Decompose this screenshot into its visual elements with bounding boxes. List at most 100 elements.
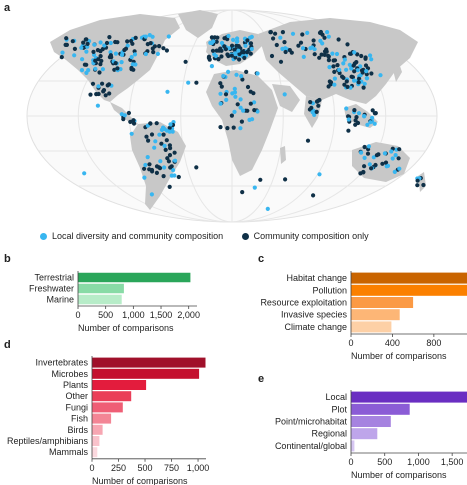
site-point-community <box>59 55 64 60</box>
site-point-community <box>81 40 86 45</box>
site-point-community <box>148 41 153 46</box>
legend-dot-community <box>241 232 249 240</box>
site-point-local <box>359 150 364 155</box>
site-point-local <box>93 66 98 71</box>
landmass-greenland <box>178 10 218 38</box>
site-point-local <box>344 67 349 72</box>
site-point-community <box>176 174 181 180</box>
x-axis-label: Number of comparisons <box>351 351 447 361</box>
site-point-community <box>369 71 374 76</box>
site-point-local <box>326 34 331 39</box>
site-point-community <box>159 141 164 146</box>
site-point-local <box>218 91 223 96</box>
site-point-community <box>355 52 360 57</box>
site-point-community <box>164 48 169 53</box>
site-point-community <box>167 184 172 189</box>
site-point-local <box>166 34 171 39</box>
site-point-local <box>368 53 373 58</box>
site-point-community <box>126 110 131 116</box>
site-point-community <box>210 48 216 53</box>
site-point-local <box>211 39 216 44</box>
bar-d-microbes <box>92 368 200 379</box>
category-label: Point/microhabitat <box>275 417 348 427</box>
site-point-local <box>133 62 138 67</box>
site-point-community <box>311 38 316 43</box>
site-point-local <box>168 122 173 127</box>
site-point-community <box>328 80 334 85</box>
site-point-local <box>72 53 77 58</box>
site-point-community <box>268 29 273 35</box>
site-point-local <box>389 149 394 154</box>
site-point-community <box>324 47 329 52</box>
site-point-community <box>233 55 238 60</box>
bar-c-invasive-species <box>351 309 400 321</box>
site-point-community <box>161 132 166 137</box>
site-point-community <box>331 64 336 69</box>
site-point-community <box>354 115 359 120</box>
landmass-asia <box>258 18 418 104</box>
site-point-local <box>327 65 332 70</box>
site-point-community <box>101 89 106 94</box>
site-point-local <box>60 50 65 55</box>
x-tick-label: 250 <box>111 463 126 473</box>
site-point-community <box>308 100 313 105</box>
site-point-community <box>107 91 112 96</box>
site-point-community <box>104 40 110 46</box>
site-point-community <box>357 76 362 81</box>
site-point-local <box>233 51 238 56</box>
site-point-community <box>242 55 247 61</box>
site-point-community <box>147 162 152 167</box>
site-point-local <box>165 89 170 94</box>
site-point-community <box>237 51 242 57</box>
site-point-local <box>332 76 337 81</box>
site-point-local <box>372 121 377 126</box>
site-point-local <box>346 117 351 122</box>
site-point-local <box>352 78 357 83</box>
bar-d-fungi <box>92 402 123 413</box>
site-point-community <box>305 138 311 143</box>
site-point-community <box>121 117 126 122</box>
site-point-local <box>325 29 330 35</box>
site-point-local <box>362 155 367 160</box>
site-point-community <box>342 82 347 87</box>
site-point-local <box>186 80 191 85</box>
category-label: Pollution <box>312 285 347 295</box>
site-point-community <box>352 108 357 113</box>
map-legend: Local diversity and community compositio… <box>40 231 460 242</box>
site-point-community <box>360 70 365 75</box>
site-point-community <box>237 57 242 62</box>
site-point-local <box>171 168 176 173</box>
site-point-community <box>316 103 321 108</box>
site-point-community <box>359 53 364 59</box>
panel-label-b: b <box>4 253 11 265</box>
landmass-madagascar <box>280 146 286 164</box>
site-point-local <box>356 111 362 116</box>
site-point-community <box>317 55 322 60</box>
site-point-community <box>245 50 250 55</box>
site-point-community <box>239 119 244 124</box>
x-tick-label: 750 <box>164 463 179 473</box>
site-point-community <box>183 59 188 64</box>
site-point-community <box>311 193 316 198</box>
site-point-community <box>271 36 276 41</box>
category-label: Fungi <box>65 402 88 412</box>
site-point-local <box>218 101 223 106</box>
site-point-community <box>282 40 287 45</box>
bar-e-plot <box>351 403 410 415</box>
site-point-community <box>218 46 223 51</box>
site-point-local <box>158 159 163 164</box>
x-tick-label: 1,500 <box>150 310 173 320</box>
legend-label-local: Local diversity and community compositio… <box>52 231 224 241</box>
site-point-local <box>367 162 372 167</box>
site-point-local <box>330 51 335 56</box>
site-point-local <box>226 33 231 39</box>
x-tick-label: 1,500 <box>441 457 464 467</box>
category-label: Mammals <box>49 447 89 457</box>
site-point-community <box>70 39 75 44</box>
site-point-local <box>143 51 148 57</box>
site-point-community <box>373 162 378 168</box>
site-point-local <box>255 71 260 76</box>
site-point-local <box>227 46 232 51</box>
site-point-community <box>214 39 219 44</box>
